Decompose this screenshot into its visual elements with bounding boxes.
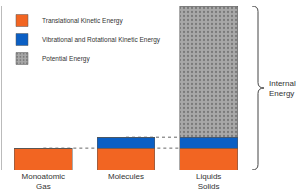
- svg-text:InternalEnergy: InternalEnergy: [269, 79, 296, 98]
- svg-text:Translational Kinetic Energy: Translational Kinetic Energy: [42, 17, 123, 25]
- svg-text:Molecules: Molecules: [108, 172, 144, 181]
- svg-text:LiquidsSolids: LiquidsSolids: [196, 172, 221, 191]
- svg-text:MonoatomicGas: MonoatomicGas: [22, 172, 66, 191]
- svg-text:Vibrational and Rotational Kin: Vibrational and Rotational Kinetic Energ…: [42, 36, 161, 44]
- svg-text:Potential Energy: Potential Energy: [42, 55, 90, 63]
